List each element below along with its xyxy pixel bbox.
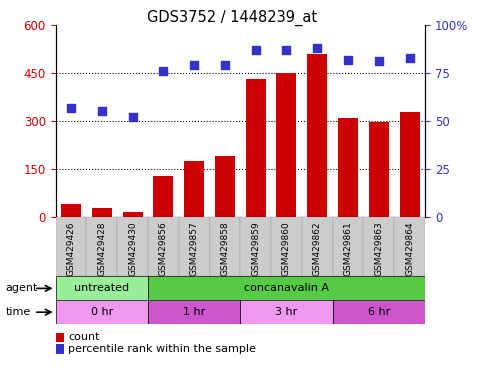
Text: GSM429426: GSM429426: [67, 222, 75, 276]
Text: GSM429856: GSM429856: [159, 222, 168, 276]
Point: [221, 62, 229, 68]
Text: GSM429430: GSM429430: [128, 222, 137, 276]
Point: [67, 104, 75, 111]
Bar: [399, 112, 420, 217]
Bar: [148, 217, 179, 276]
Text: 6 hr: 6 hr: [368, 307, 390, 317]
Bar: [307, 54, 327, 217]
Bar: [92, 208, 112, 217]
Bar: [117, 217, 148, 276]
Bar: [333, 217, 364, 276]
Bar: [184, 161, 204, 217]
Bar: [210, 217, 240, 276]
Text: GSM429861: GSM429861: [343, 222, 353, 276]
Bar: [215, 156, 235, 217]
Point: [159, 68, 167, 74]
Text: GSM429858: GSM429858: [220, 222, 229, 276]
Point: [313, 45, 321, 51]
Text: 0 hr: 0 hr: [91, 307, 113, 317]
Text: GSM429860: GSM429860: [282, 222, 291, 276]
Bar: [148, 300, 241, 324]
Bar: [302, 217, 333, 276]
Text: concanavalin A: concanavalin A: [244, 283, 329, 293]
Bar: [246, 79, 266, 217]
Bar: [333, 300, 425, 324]
Point: [406, 55, 413, 61]
Bar: [369, 122, 389, 217]
Point: [128, 114, 136, 120]
Bar: [56, 276, 148, 300]
Text: GSM429857: GSM429857: [190, 222, 199, 276]
Text: GSM429862: GSM429862: [313, 222, 322, 276]
Bar: [56, 300, 148, 324]
Bar: [364, 217, 394, 276]
Text: GSM429859: GSM429859: [251, 222, 260, 276]
Bar: [241, 300, 333, 324]
Bar: [56, 217, 86, 276]
Bar: [86, 217, 117, 276]
Text: GSM429863: GSM429863: [374, 222, 384, 276]
Bar: [148, 276, 425, 300]
Text: 1 hr: 1 hr: [183, 307, 205, 317]
Text: time: time: [6, 307, 31, 317]
Bar: [179, 217, 210, 276]
Bar: [271, 217, 302, 276]
Point: [375, 58, 383, 65]
Text: percentile rank within the sample: percentile rank within the sample: [68, 344, 256, 354]
Text: agent: agent: [6, 283, 38, 293]
Bar: [240, 217, 271, 276]
Text: GSM429864: GSM429864: [405, 222, 414, 276]
Point: [190, 62, 198, 68]
Bar: [276, 73, 297, 217]
Bar: [338, 118, 358, 217]
Point: [283, 47, 290, 53]
Point: [252, 47, 259, 53]
Bar: [123, 212, 142, 217]
Text: GDS3752 / 1448239_at: GDS3752 / 1448239_at: [147, 10, 317, 26]
Text: untreated: untreated: [74, 283, 129, 293]
Point: [344, 56, 352, 63]
Text: GSM429428: GSM429428: [97, 222, 106, 276]
Point: [98, 108, 106, 114]
Text: count: count: [68, 332, 99, 343]
Bar: [61, 204, 81, 217]
Text: 3 hr: 3 hr: [275, 307, 298, 317]
Bar: [394, 217, 425, 276]
Bar: [153, 176, 173, 217]
